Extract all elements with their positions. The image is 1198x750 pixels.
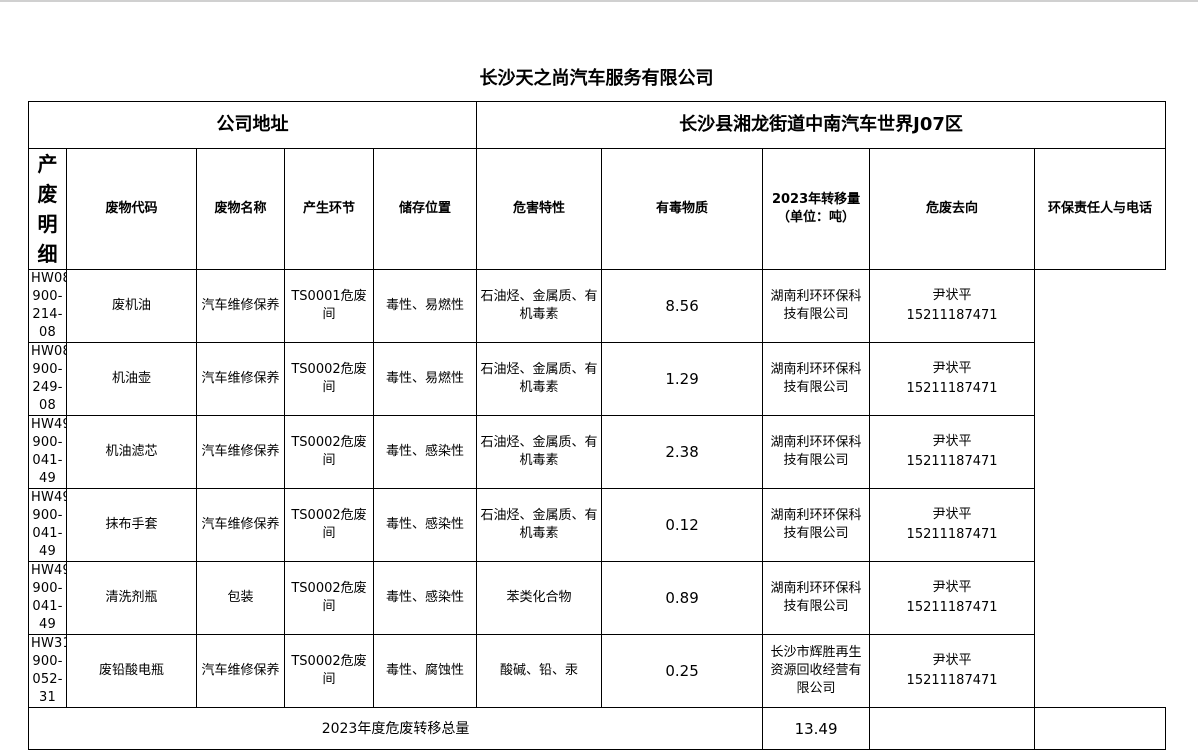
cell-amount: 0.12 [601, 488, 764, 562]
cell-hazard: 毒性、易燃性 [372, 342, 478, 416]
col-person: 环保责任人与电话 [1034, 148, 1167, 270]
total-value: 13.49 [762, 707, 871, 750]
cell-hazard: 毒性、感染性 [372, 561, 478, 635]
contact-person: 尹状平 [932, 653, 972, 668]
cell-contact: 尹状平 15211187471 [869, 342, 1036, 416]
contact-phone: 15211187471 [906, 527, 998, 542]
contact-person: 尹状平 [932, 507, 972, 522]
col-hazard: 危害特性 [476, 148, 603, 270]
contact-phone: 15211187471 [906, 600, 998, 615]
header-row: 产废明细 废物代码 废物名称 产生环节 储存位置 危害特性 有毒物质 2023年… [28, 148, 1167, 270]
contact-person: 尹状平 [932, 434, 972, 449]
cell-amount: 8.56 [601, 269, 764, 343]
address-value: 长沙县湘龙街道中南汽车世界J07区 [476, 101, 1167, 149]
col-toxic: 有毒物质 [601, 148, 764, 270]
cell-hazard: 毒性、腐蚀性 [372, 634, 478, 708]
cell-hazard: 毒性、感染性 [372, 488, 478, 562]
cell-stage: 汽车维修保养 [196, 415, 285, 489]
cell-dest: 湖南利环环保科技有限公司 [762, 561, 871, 635]
cell-dest: 湖南利环环保科技有限公司 [762, 269, 871, 343]
table-row: HW49-900-041-49清洗剂瓶包装TS0002危废间毒性、感染性苯类化合… [28, 561, 1166, 635]
cell-stage: 汽车维修保养 [196, 634, 285, 708]
table-row: HW31-900-052-31废铅酸电瓶汽车维修保养TS0002危废间毒性、腐蚀… [28, 634, 1166, 708]
cell-hazard: 毒性、感染性 [372, 415, 478, 489]
cell-code: HW08-900-214-08 [28, 269, 67, 343]
cell-contact: 尹状平 15211187471 [869, 488, 1036, 562]
cell-stage: 汽车维修保养 [196, 269, 285, 343]
total-empty-2 [1034, 707, 1167, 750]
col-amount-line2: （单位：吨） [777, 210, 856, 225]
waste-table: 公司地址 长沙县湘龙街道中南汽车世界J07区 产废明细 废物代码 废物名称 产生… [27, 101, 1167, 750]
contact-phone: 15211187471 [906, 454, 998, 469]
table-row: HW49-900-041-49机油滤芯汽车维修保养TS0002危废间毒性、感染性… [28, 415, 1166, 489]
contact-person: 尹状平 [932, 288, 972, 303]
cell-contact: 尹状平 15211187471 [869, 561, 1036, 635]
top-divider [0, 0, 1198, 2]
address-row: 公司地址 长沙县湘龙街道中南汽车世界J07区 [27, 101, 1167, 149]
cell-name: 抹布手套 [66, 488, 197, 562]
cell-code: HW08-900-249-08 [28, 342, 67, 416]
side-label: 产废明细 [28, 148, 67, 270]
cell-storage: TS0002危废间 [284, 634, 374, 708]
table-row: HW08-900-214-08废机油汽车维修保养TS0001危废间毒性、易燃性石… [28, 269, 1166, 343]
cell-amount: 0.25 [601, 634, 764, 708]
table-row: HW49-900-041-49抹布手套汽车维修保养TS0002危废间毒性、感染性… [28, 488, 1166, 562]
cell-dest: 湖南利环环保科技有限公司 [762, 415, 871, 489]
col-stage: 产生环节 [284, 148, 374, 270]
cell-name: 废机油 [66, 269, 197, 343]
cell-stage: 包装 [196, 561, 285, 635]
cell-storage: TS0002危废间 [284, 342, 374, 416]
cell-dest: 湖南利环环保科技有限公司 [762, 342, 871, 416]
col-amount: 2023年转移量 （单位：吨） [762, 148, 871, 270]
cell-hazard: 毒性、易燃性 [372, 269, 478, 343]
cell-toxic: 苯类化合物 [476, 561, 603, 635]
col-amount-line1: 2023年转移量 [771, 192, 861, 207]
table-row: HW08-900-249-08机油壶汽车维修保养TS0002危废间毒性、易燃性石… [28, 342, 1166, 416]
col-name: 废物名称 [196, 148, 285, 270]
col-code: 废物代码 [66, 148, 197, 270]
total-row: 2023年度危废转移总量 13.49 [27, 707, 1167, 750]
cell-name: 清洗剂瓶 [66, 561, 197, 635]
cell-code: HW31-900-052-31 [28, 634, 67, 708]
cell-storage: TS0002危废间 [284, 415, 374, 489]
cell-toxic: 石油烃、金属质、有机毒素 [476, 415, 603, 489]
col-storage: 储存位置 [372, 148, 478, 270]
side-label-text: 产废明细 [37, 152, 58, 266]
address-label: 公司地址 [27, 101, 478, 149]
cell-dest: 湖南利环环保科技有限公司 [762, 488, 871, 562]
col-dest: 危废去向 [869, 148, 1036, 270]
contact-phone: 15211187471 [906, 308, 998, 323]
cell-toxic: 石油烃、金属质、有机毒素 [476, 488, 603, 562]
cell-contact: 尹状平 15211187471 [869, 415, 1036, 489]
cell-contact: 尹状平 15211187471 [869, 634, 1036, 708]
cell-name: 机油壶 [66, 342, 197, 416]
cell-amount: 0.89 [601, 561, 764, 635]
cell-contact: 尹状平 15211187471 [869, 269, 1036, 343]
contact-person: 尹状平 [932, 580, 972, 595]
cell-storage: TS0002危废间 [284, 488, 374, 562]
cell-name: 机油滤芯 [66, 415, 197, 489]
total-label: 2023年度危废转移总量 [27, 707, 764, 750]
cell-storage: TS0002危废间 [284, 561, 374, 635]
page-title: 长沙天之尚汽车服务有限公司 [479, 68, 714, 89]
cell-toxic: 酸碱、铅、汞 [476, 634, 603, 708]
cell-storage: TS0001危废间 [284, 269, 374, 343]
cell-amount: 2.38 [601, 415, 764, 489]
contact-person: 尹状平 [932, 361, 972, 376]
contact-phone: 15211187471 [906, 381, 998, 396]
cell-toxic: 石油烃、金属质、有机毒素 [476, 269, 603, 343]
cell-stage: 汽车维修保养 [196, 488, 285, 562]
contact-phone: 15211187471 [906, 673, 998, 688]
cell-amount: 1.29 [601, 342, 764, 416]
cell-dest: 长沙市辉胜再生资源回收经营有限公司 [762, 634, 871, 708]
cell-toxic: 石油烃、金属质、有机毒素 [476, 342, 603, 416]
cell-stage: 汽车维修保养 [196, 342, 285, 416]
cell-name: 废铅酸电瓶 [66, 634, 197, 708]
total-empty-1 [869, 707, 1036, 750]
